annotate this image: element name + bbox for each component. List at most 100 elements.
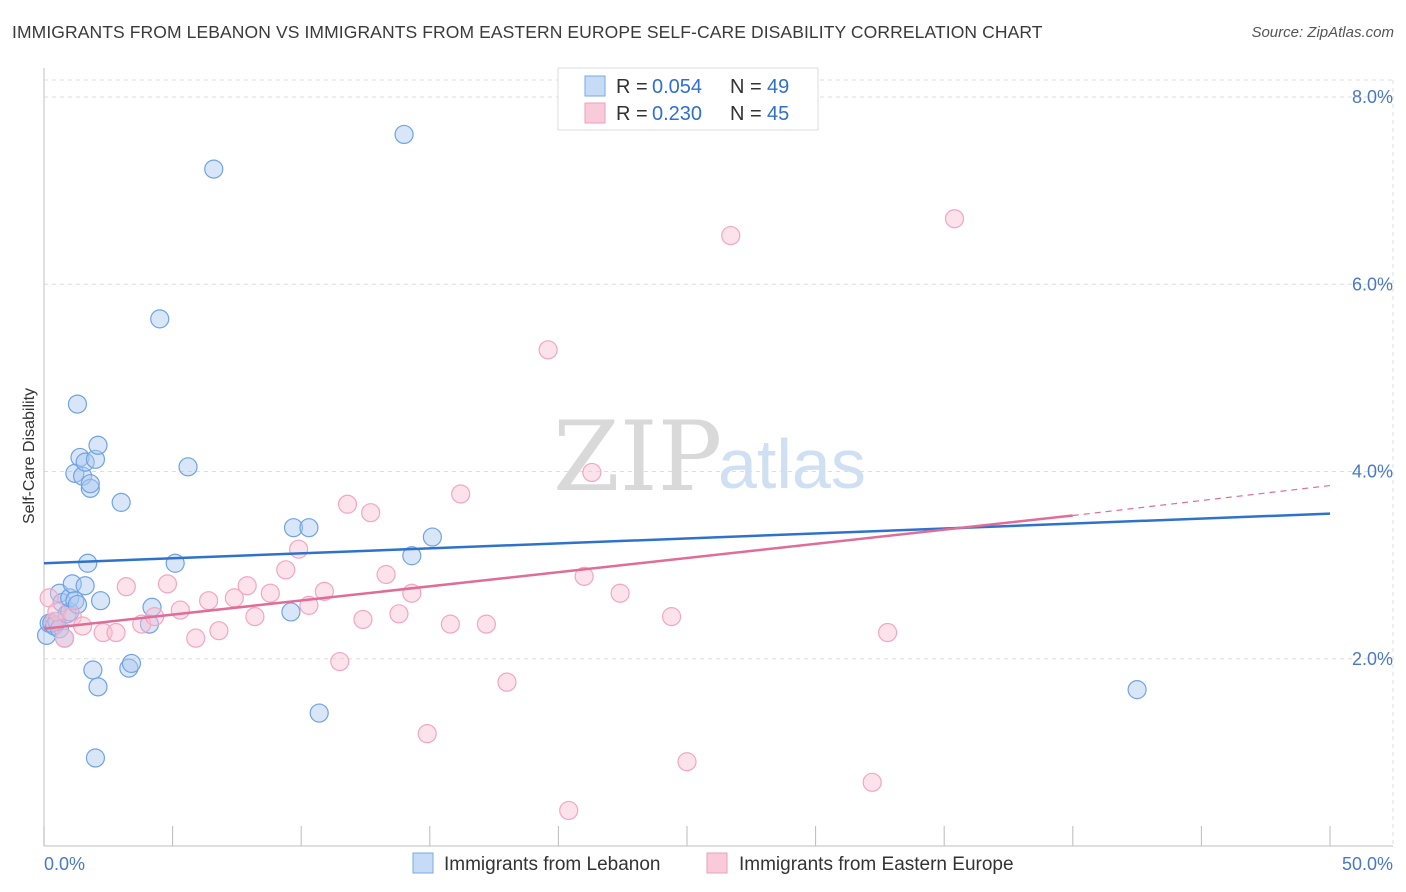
point-eastern-europe-21	[289, 539, 309, 559]
point-lebanon-30	[111, 492, 131, 512]
point-eastern-europe-18	[245, 607, 265, 627]
y-tick-label-0: 2.0%	[1352, 649, 1393, 669]
point-eastern-europe-32	[440, 614, 460, 634]
point-eastern-europe-29	[389, 604, 409, 624]
point-eastern-europe-38	[574, 566, 594, 586]
bottom-legend-label-lebanon: Immigrants from Lebanon	[444, 854, 661, 875]
point-eastern-europe-41	[661, 607, 682, 627]
trend-line-eastern-europe-extension	[1072, 484, 1331, 517]
point-lebanon-27	[88, 435, 108, 455]
legend-n-label-lebanon: N =	[730, 76, 762, 98]
point-eastern-europe-20	[276, 560, 296, 580]
point-lebanon-32	[121, 653, 142, 674]
bottom-legend-swatch-lebanon	[412, 852, 434, 874]
y-tick-label-3: 8.0%	[1352, 87, 1393, 107]
point-lebanon-19	[75, 576, 95, 596]
x-tick-label-max: 50.0%	[1342, 854, 1393, 874]
point-lebanon-16	[67, 394, 88, 414]
point-eastern-europe-28	[376, 564, 396, 585]
legend-r-lebanon: 0.054	[652, 76, 702, 98]
point-lebanon-42	[309, 703, 329, 723]
point-eastern-europe-24	[330, 651, 350, 672]
y-tick-labels: 2.0% 4.0% 6.0% 8.0%	[1352, 87, 1393, 669]
point-eastern-europe-2	[47, 602, 67, 622]
stats-legend: R = 0.054 N = 49 R = 0.230 N = 45	[557, 67, 819, 131]
point-lebanon-11	[60, 588, 80, 608]
point-eastern-europe-43	[721, 225, 741, 246]
point-lebanon-39	[281, 602, 301, 622]
legend-swatch-lebanon	[584, 75, 606, 97]
point-eastern-europe-31	[417, 724, 437, 744]
trend-line-eastern-europe	[43, 514, 1073, 631]
point-lebanon-37	[178, 457, 198, 477]
point-eastern-europe-33	[451, 484, 471, 504]
point-eastern-europe-7	[106, 622, 126, 643]
point-eastern-europe-14	[199, 591, 219, 611]
point-eastern-europe-11	[157, 574, 178, 594]
series-legend: Immigrants from Lebanon Immigrants from …	[412, 852, 1014, 875]
point-lebanon-18	[72, 466, 93, 486]
point-eastern-europe-35	[497, 672, 517, 692]
point-eastern-europe-39	[582, 462, 602, 483]
watermark-zip: ZIP	[553, 401, 722, 513]
watermark: ZIP atlas	[553, 401, 866, 513]
point-eastern-europe-42	[677, 752, 697, 772]
point-eastern-europe-27	[361, 503, 381, 523]
bottom-legend-swatch-eastern-europe	[706, 852, 728, 874]
point-lebanon-26	[88, 677, 108, 697]
point-lebanon-15	[67, 594, 88, 615]
point-eastern-europe-37	[559, 800, 579, 821]
legend-r-label-eastern-europe: R =	[616, 103, 648, 125]
point-lebanon-35	[150, 309, 170, 329]
y-axis-label: Self-Care Disability	[21, 388, 38, 524]
point-eastern-europe-17	[237, 576, 257, 596]
axes	[43, 68, 1393, 847]
point-eastern-europe-25	[337, 494, 358, 514]
point-lebanon-44	[402, 546, 422, 566]
point-lebanon-25	[85, 449, 106, 469]
point-eastern-europe-44	[862, 772, 882, 792]
legend-swatch-eastern-europe	[584, 102, 606, 124]
point-eastern-europe-46	[944, 209, 965, 229]
point-eastern-europe-3	[54, 628, 75, 648]
legend-n-label-eastern-europe: N =	[730, 103, 762, 125]
point-eastern-europe-40	[610, 583, 630, 603]
point-eastern-europe-12	[170, 600, 190, 620]
trend-lines	[43, 484, 1331, 631]
point-lebanon-23	[80, 474, 100, 494]
legend-n-lebanon: 49	[767, 76, 789, 98]
bottom-legend-label-eastern-europe: Immigrants from Eastern Europe	[739, 854, 1014, 875]
point-lebanon-41	[299, 518, 319, 538]
point-eastern-europe-19	[260, 583, 280, 603]
trend-line-lebanon	[43, 512, 1331, 565]
point-eastern-europe-13	[186, 628, 206, 648]
source-label: Source: ZipAtlas.com	[1251, 24, 1394, 41]
point-lebanon-29	[90, 591, 111, 611]
point-lebanon-43	[394, 124, 414, 145]
point-lebanon-46	[1127, 680, 1147, 700]
point-lebanon-40	[283, 518, 304, 538]
x-tick-label-min: 0.0%	[44, 854, 85, 874]
point-eastern-europe-15	[209, 621, 229, 641]
data-points	[36, 124, 1147, 821]
watermark-atlas: atlas	[718, 425, 866, 503]
point-eastern-europe-26	[353, 609, 373, 630]
legend-n-eastern-europe: 45	[767, 103, 789, 125]
legend-r-label-lebanon: R =	[616, 76, 648, 98]
point-eastern-europe-34	[476, 614, 496, 634]
y-tick-label-2: 6.0%	[1352, 274, 1393, 294]
point-lebanon-45	[422, 527, 442, 547]
point-eastern-europe-23	[314, 581, 334, 601]
y-tick-label-1: 4.0%	[1352, 462, 1393, 482]
point-eastern-europe-8	[116, 577, 136, 597]
point-lebanon-21	[78, 553, 98, 573]
point-eastern-europe-36	[538, 340, 558, 360]
point-lebanon-24	[83, 660, 103, 680]
chart-title: IMMIGRANTS FROM LEBANON VS IMMIGRANTS FR…	[12, 22, 1043, 42]
point-lebanon-38	[204, 159, 224, 179]
point-eastern-europe-45	[878, 622, 898, 643]
legend-r-eastern-europe: 0.230	[652, 103, 702, 125]
point-lebanon-28	[85, 748, 106, 768]
point-lebanon-22	[80, 478, 100, 498]
